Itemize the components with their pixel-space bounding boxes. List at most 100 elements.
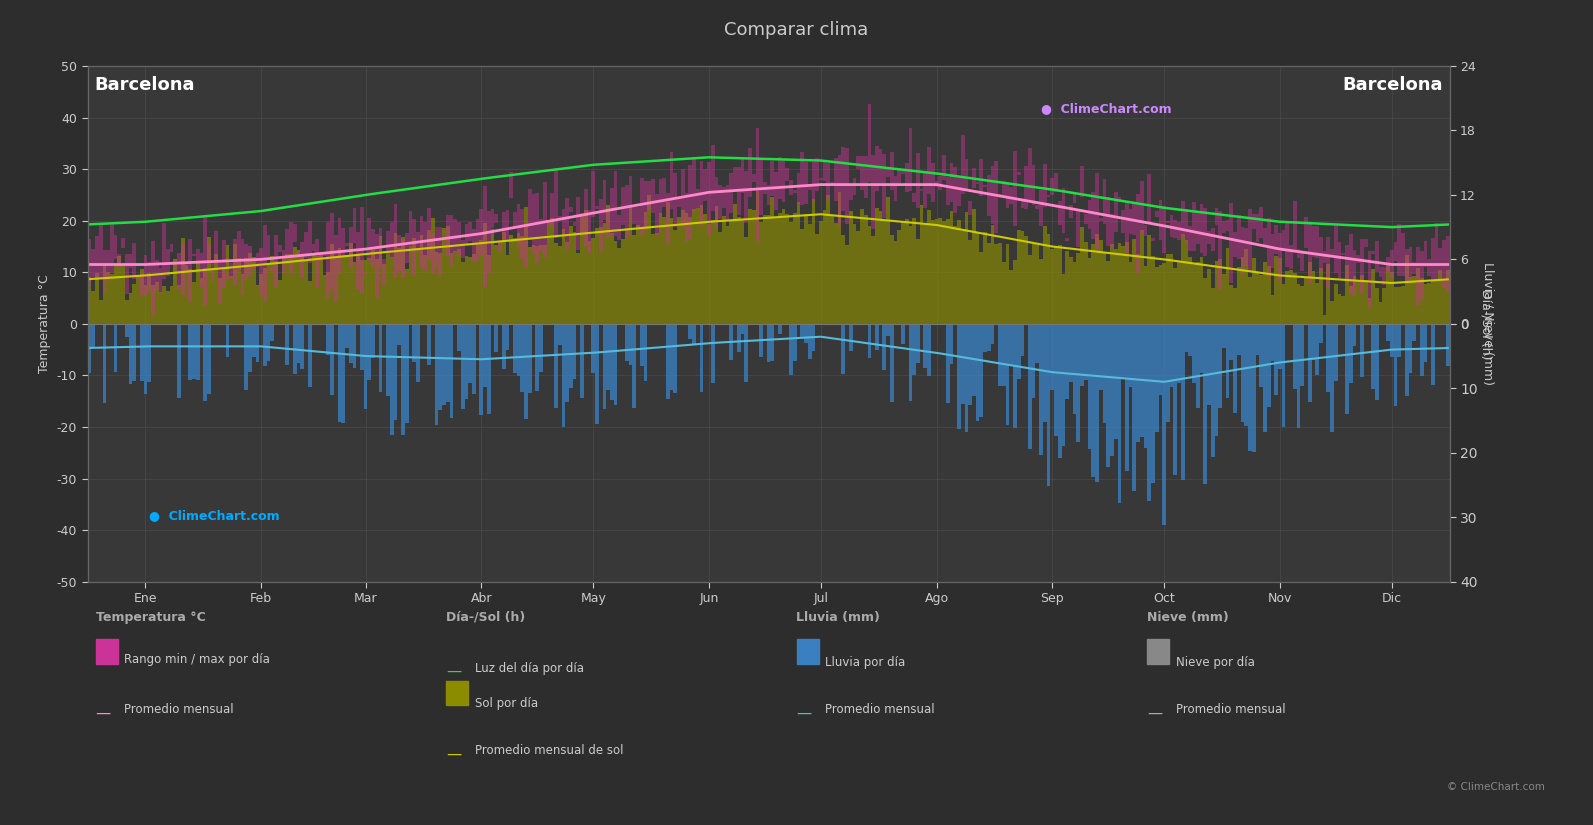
Bar bbox=[1169, 215, 1174, 237]
Bar bbox=[811, 200, 816, 323]
Bar bbox=[1424, 284, 1427, 323]
Bar bbox=[599, 228, 602, 323]
Bar bbox=[1129, 262, 1133, 323]
Bar bbox=[972, 323, 977, 396]
Bar bbox=[1013, 323, 1016, 428]
Bar bbox=[397, 234, 401, 271]
Bar bbox=[647, 195, 652, 323]
Bar bbox=[669, 218, 674, 323]
Bar bbox=[632, 207, 636, 224]
Bar bbox=[1203, 323, 1207, 484]
Text: ●  ClimeChart.com: ● ClimeChart.com bbox=[148, 509, 279, 522]
Bar bbox=[946, 323, 949, 403]
Bar bbox=[1391, 250, 1394, 278]
Bar bbox=[330, 214, 335, 289]
Bar bbox=[1192, 202, 1196, 252]
Bar bbox=[607, 205, 610, 323]
Bar bbox=[472, 229, 476, 261]
Bar bbox=[924, 225, 927, 323]
Bar bbox=[1211, 288, 1214, 323]
Bar bbox=[438, 323, 443, 410]
Bar bbox=[1016, 230, 1021, 323]
Bar bbox=[580, 214, 585, 323]
Bar bbox=[271, 256, 274, 323]
Bar bbox=[1413, 262, 1416, 274]
Bar bbox=[1152, 256, 1155, 323]
Bar bbox=[953, 226, 957, 323]
Bar bbox=[312, 243, 315, 251]
Bar bbox=[113, 265, 118, 323]
Bar bbox=[924, 172, 927, 208]
Bar bbox=[1274, 256, 1278, 323]
Bar bbox=[110, 275, 113, 323]
Bar bbox=[1102, 252, 1106, 323]
Bar bbox=[1102, 323, 1106, 423]
Bar bbox=[1297, 323, 1300, 428]
Bar bbox=[1002, 182, 1005, 196]
Bar bbox=[969, 323, 972, 405]
Bar bbox=[516, 204, 521, 247]
Bar bbox=[558, 247, 561, 323]
Bar bbox=[1394, 323, 1397, 407]
Bar bbox=[527, 323, 532, 393]
Bar bbox=[1263, 262, 1266, 323]
Bar bbox=[636, 225, 640, 323]
Bar bbox=[1244, 249, 1249, 323]
Bar bbox=[218, 277, 221, 323]
Bar bbox=[890, 323, 894, 402]
Bar bbox=[1133, 239, 1136, 323]
Bar bbox=[260, 248, 263, 295]
Bar bbox=[521, 236, 524, 323]
Bar bbox=[1372, 251, 1375, 254]
Bar bbox=[323, 253, 327, 256]
Bar bbox=[1402, 286, 1405, 323]
Bar bbox=[1225, 220, 1230, 231]
Bar bbox=[991, 166, 994, 224]
Bar bbox=[427, 208, 432, 260]
Bar bbox=[1322, 251, 1327, 263]
Bar bbox=[1163, 263, 1166, 323]
Bar bbox=[1386, 323, 1391, 342]
Bar bbox=[263, 323, 266, 366]
Bar bbox=[121, 264, 124, 323]
Bar bbox=[1136, 254, 1141, 323]
Bar bbox=[1236, 215, 1241, 258]
Bar bbox=[961, 323, 964, 404]
Bar bbox=[170, 285, 174, 323]
Bar bbox=[1180, 234, 1185, 323]
Bar bbox=[1118, 197, 1121, 202]
Bar bbox=[1091, 244, 1094, 323]
Bar bbox=[927, 147, 930, 194]
Bar bbox=[1185, 323, 1188, 351]
Bar bbox=[766, 186, 771, 205]
Bar bbox=[1174, 220, 1177, 238]
Bar bbox=[413, 323, 416, 362]
Bar bbox=[1099, 323, 1102, 390]
Bar bbox=[449, 323, 454, 417]
Bar bbox=[655, 194, 658, 235]
Bar bbox=[771, 323, 774, 361]
Bar bbox=[252, 257, 255, 323]
Bar bbox=[312, 254, 315, 323]
Bar bbox=[1431, 323, 1435, 385]
Text: Lluvia (mm): Lluvia (mm) bbox=[796, 610, 881, 624]
Bar bbox=[935, 219, 938, 323]
Bar bbox=[465, 257, 468, 323]
Bar bbox=[143, 255, 147, 295]
Bar bbox=[1316, 226, 1319, 258]
Bar bbox=[1416, 268, 1419, 323]
Bar bbox=[647, 181, 652, 210]
Bar bbox=[902, 223, 905, 323]
Bar bbox=[1311, 323, 1316, 361]
Text: Comparar clima: Comparar clima bbox=[725, 21, 868, 39]
Bar bbox=[505, 323, 510, 350]
Bar bbox=[1021, 199, 1024, 208]
Bar bbox=[207, 244, 210, 259]
Bar bbox=[1121, 323, 1125, 378]
Bar bbox=[140, 323, 143, 381]
Bar bbox=[1341, 296, 1344, 323]
Bar bbox=[199, 278, 204, 323]
Bar bbox=[658, 179, 663, 218]
Bar bbox=[307, 323, 312, 387]
Bar bbox=[307, 281, 312, 323]
